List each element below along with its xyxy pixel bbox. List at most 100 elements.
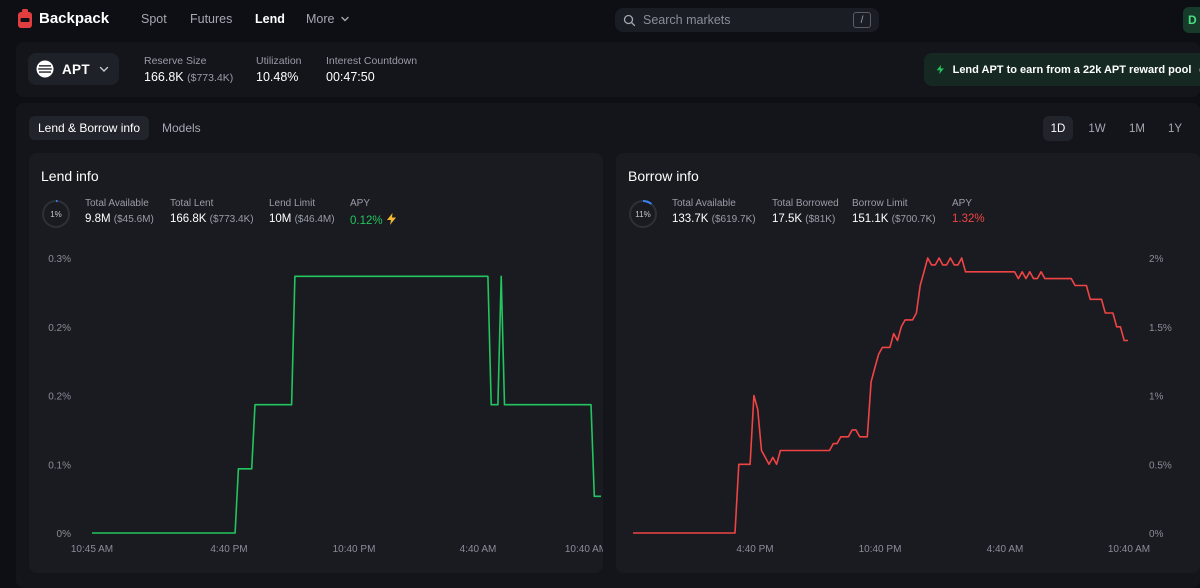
lend-ring-svg [42,200,70,228]
borrow-apy-chart: 0% 0.5% 1% 1.5% 2% 4:40 PM 10:40 PM 4:40 AM 10:4… [633,254,1172,555]
cstat-value: 17.5K ($81K) [772,213,839,225]
search-input[interactable] [643,13,846,27]
account-button[interactable]: D [1183,7,1200,33]
tab-models[interactable]: Models [162,121,201,135]
cstat-label: Total Borrowed [772,198,839,209]
borrow-info-card: Borrow info 11% Total Available 133.7K (… [616,153,1200,573]
cstat-label: APY [350,198,371,209]
x-tick-label: 4:40 PM [210,544,247,555]
cstat-value: 151.1K ($700.7K) [852,213,936,225]
stat-value: 166.8K ($773.4K) [144,70,233,84]
stat-label: Reserve Size [144,55,207,67]
reserve-size-stat: Reserve Size 166.8K ($773.4K) [144,55,233,84]
chevron-down-icon [341,16,350,22]
cstat-label: APY [952,198,973,209]
lend-info-title: Lend info [41,168,99,184]
lightning-icon [936,64,944,75]
cstat-value: 9.8M ($45.6M) [85,213,154,225]
y-tick-label: 0.1% [48,460,71,471]
lend-total-available: Total Available 9.8M ($45.6M) [85,198,154,225]
stat-label: Interest Countdown [326,55,418,67]
utilization-value: 10.48% [256,70,299,84]
lend-apy-chart: 0% 0.1% 0.2% 0.2% 0.3% 10:45 AM 4:40 PM 10:40 P… [48,254,603,555]
brand-logo[interactable]: Backpack [18,9,109,28]
x-tick-label: 4:40 AM [987,544,1024,555]
nav-link-more[interactable]: More [306,12,350,26]
x-tick-label: 4:40 AM [460,544,497,555]
utilization-stat: Utilization 10.48% [256,55,302,84]
lend-ring-progress [42,200,70,228]
backpack-logo-icon [18,9,32,28]
borrow-total-borrowed: Total Borrowed 17.5K ($81K) [772,198,839,225]
x-tick-label: 10:40 PM [859,544,902,555]
nav-link-lend[interactable]: Lend [255,12,285,26]
y-tick-label: 0.2% [48,392,71,403]
value: 133.7K [672,213,709,225]
borrow-info-title: Borrow info [628,168,699,184]
lend-main-panel: Lend & Borrow info Models 1D 1W 1M 1Y Le… [16,103,1200,588]
search-bar[interactable]: / [615,8,879,32]
asset-selector[interactable]: APT [28,53,119,85]
lightning-icon [386,213,396,225]
search-icon [623,14,636,26]
reward-promo-banner[interactable]: Lend APT to earn from a 22k APT reward p… [924,53,1200,86]
range-1d-button[interactable]: 1D [1043,116,1073,141]
borrow-ring-label: 11% [635,209,651,219]
y-tick-label: 0.3% [48,254,71,265]
value: 166.8K [170,213,207,225]
usd-value: ($81K) [805,214,836,225]
lend-apy-value: 0.12% [350,215,383,227]
cstat-label: Borrow Limit [852,198,908,209]
countdown-value: 00:47:50 [326,70,375,84]
cstat-value: 1.32% [952,213,985,225]
borrow-limit: Borrow Limit 151.1K ($700.7K) [852,198,936,225]
usd-value: ($773.4K) [209,214,254,225]
lend-apy: APY 0.12% [350,198,397,227]
cstat-label: Total Available [672,198,736,209]
cstat-label: Total Lent [170,198,214,209]
series-line [92,275,601,534]
range-1w-button[interactable]: 1W [1088,122,1106,135]
cstat-value: 0.12% [350,213,397,227]
lend-total-lent: Total Lent 166.8K ($773.4K) [170,198,254,225]
x-tick-label: 10:40 AM [1108,544,1150,555]
promo-text: Lend APT to earn from a 22k APT reward p… [952,63,1192,76]
y-tick-label: 0.2% [48,323,71,334]
value: 9.8M [85,213,111,225]
lend-info-card: Lend info 1% Total Available 9.8M ($45.6… [29,153,603,573]
lend-ring-label: 1% [50,209,62,219]
value: 10M [269,213,292,225]
x-tick-label: 10:40 PM [333,544,376,555]
lend-utilization-ring: 1% [41,199,71,229]
range-1m-button[interactable]: 1M [1129,122,1145,135]
tab-lend-borrow-info[interactable]: Lend & Borrow info [29,116,150,140]
borrow-ring-progress [629,200,657,228]
borrow-utilization-ring: 11% [628,199,658,229]
usd-value: ($45.6M) [113,214,154,225]
search-shortcut-key: / [853,12,871,28]
nav-link-futures[interactable]: Futures [190,12,233,26]
usd-value: ($46.4M) [294,214,335,225]
y-tick-label: 2% [1149,254,1164,265]
x-tick-label: 10:40 AM [565,544,603,555]
top-nav: Backpack Spot Futures Lend More / D [0,0,1200,40]
nav-link-spot[interactable]: Spot [141,12,167,26]
y-tick-label: 0.5% [1149,460,1172,471]
range-1y-button[interactable]: 1Y [1167,122,1183,135]
reserve-size-value: 166.8K [144,70,184,84]
y-tick-label: 0% [1149,529,1164,540]
x-tick-label: 4:40 PM [736,544,773,555]
cstat-value: 10M ($46.4M) [269,213,335,225]
lend-limit: Lend Limit 10M ($46.4M) [269,198,335,225]
usd-value: ($619.7K) [711,214,756,225]
cstat-label: Total Available [85,198,149,209]
brand-name: Backpack [39,10,110,27]
market-header: APT Reserve Size 166.8K ($773.4K) Utiliz… [16,42,1200,97]
y-tick-label: 0% [57,529,72,540]
borrow-ring-svg [629,200,657,228]
aptos-logo-icon [36,60,54,78]
y-tick-label: 1% [1149,392,1164,403]
cstat-value: 166.8K ($773.4K) [170,213,254,225]
interest-countdown-stat: Interest Countdown 00:47:50 [326,55,417,84]
value: 17.5K [772,213,803,225]
